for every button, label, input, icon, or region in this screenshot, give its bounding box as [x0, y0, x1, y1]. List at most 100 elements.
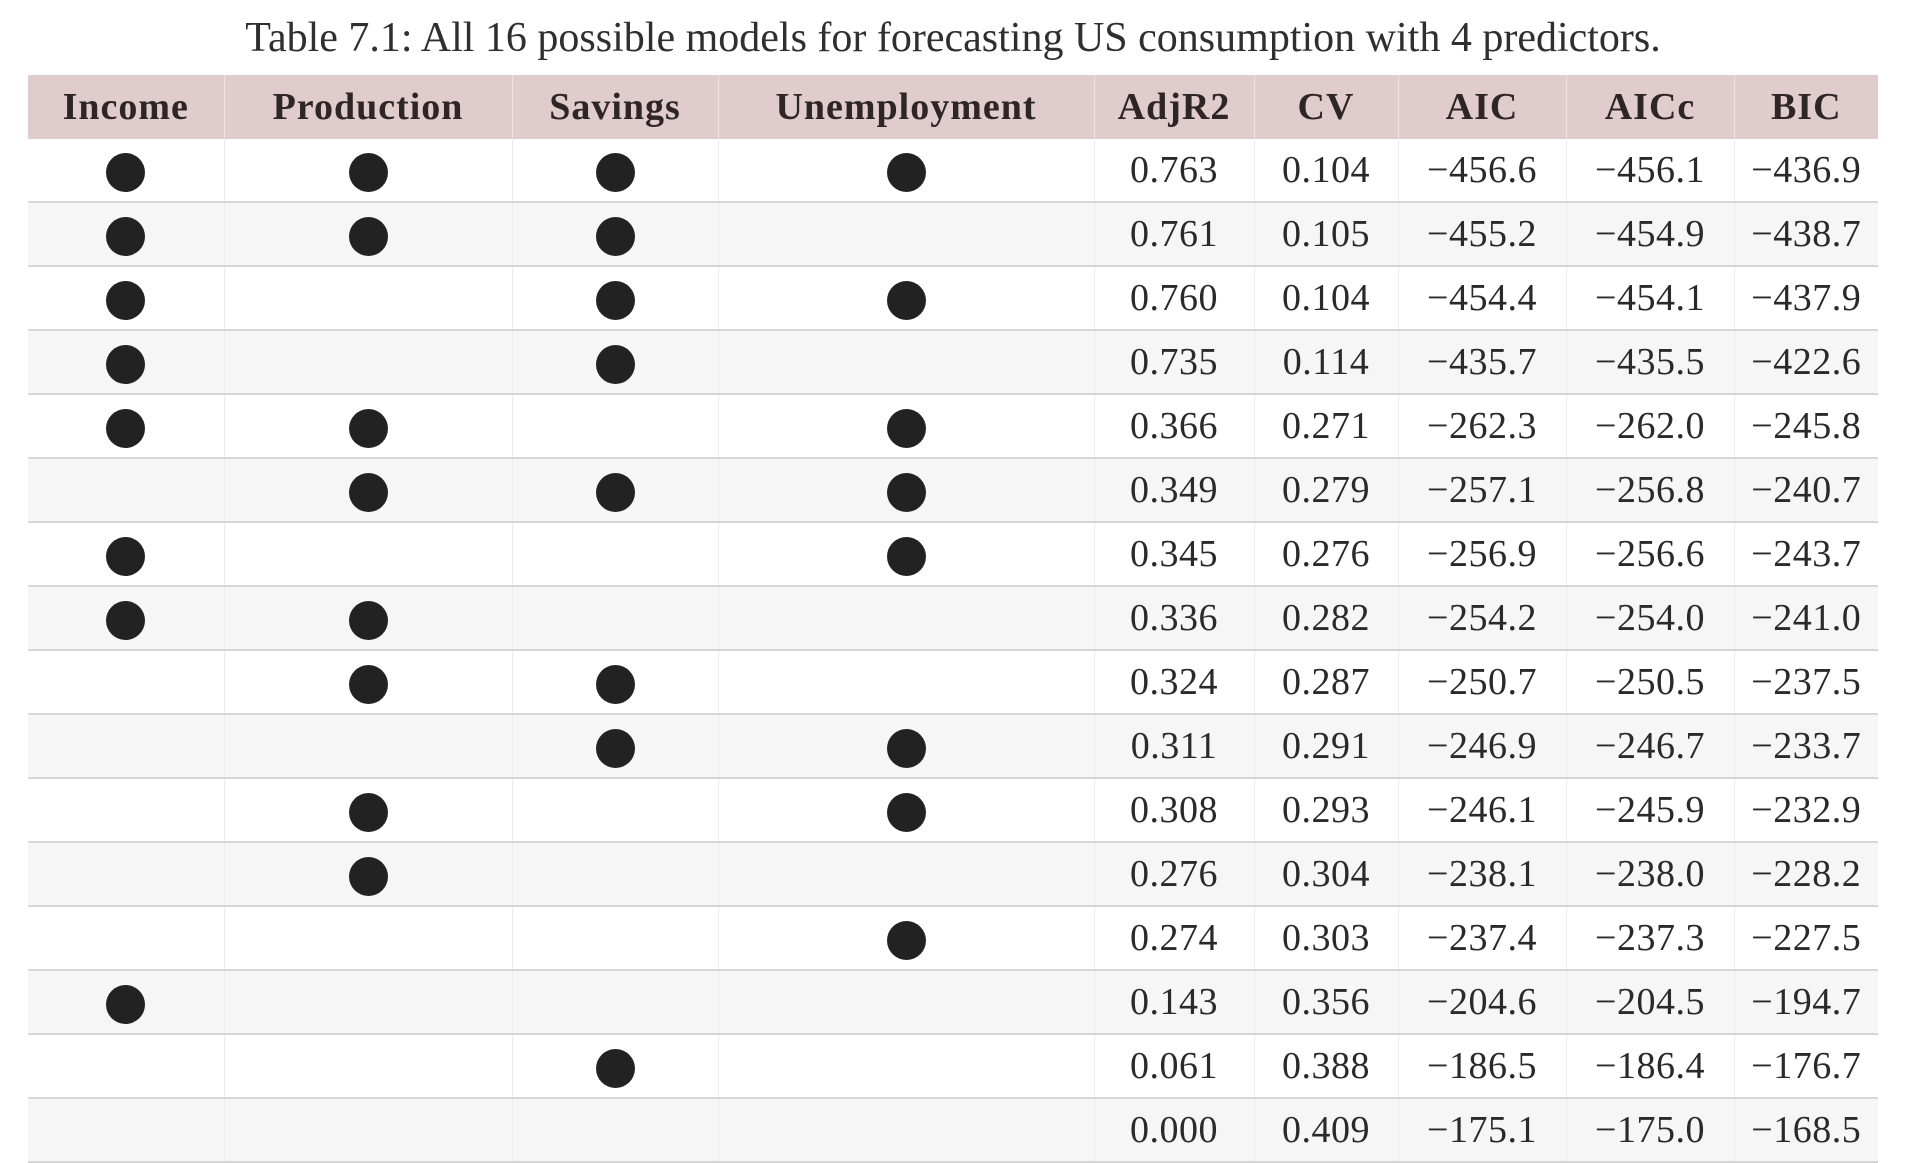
- column-header-adjr2: AdjR2: [1093, 75, 1254, 139]
- cell-cv: 0.271: [1253, 394, 1398, 459]
- table-header-row: Income Production Savings Unemployment A…: [28, 75, 1878, 139]
- cell-cv: 0.356: [1253, 970, 1398, 1035]
- cell-savings: [511, 650, 718, 715]
- filled-circle-icon: [886, 537, 926, 577]
- cell-production: [223, 394, 512, 459]
- column-header-production: Production: [223, 75, 512, 139]
- cell-adjr2: 0.345: [1093, 522, 1254, 587]
- cell-production: [223, 1098, 512, 1163]
- cell-bic: −436.9: [1733, 139, 1878, 203]
- cell-aic: −454.4: [1397, 266, 1566, 331]
- table-row: 0.349 0.279 −257.1 −256.8 −240.7: [28, 458, 1878, 523]
- table-caption: Table 7.1: All 16 possible models for fo…: [245, 15, 1661, 61]
- cell-aicc: −256.8: [1565, 458, 1734, 523]
- cell-production: [223, 714, 512, 779]
- cell-adjr2: 0.061: [1093, 1034, 1254, 1099]
- filled-circle-icon: [886, 729, 926, 769]
- cell-savings: [511, 778, 718, 843]
- filled-circle-icon: [595, 345, 635, 385]
- cell-income: [28, 970, 224, 1035]
- cell-cv: 0.388: [1253, 1034, 1398, 1099]
- cell-cv: 0.409: [1253, 1098, 1398, 1163]
- filled-circle-icon: [886, 473, 926, 513]
- cell-adjr2: 0.760: [1093, 266, 1254, 331]
- cell-bic: −438.7: [1733, 202, 1878, 267]
- table-row: 0.760 0.104 −454.4 −454.1 −437.9: [28, 266, 1878, 331]
- cell-income: [28, 458, 224, 523]
- filled-circle-icon: [348, 601, 388, 641]
- filled-circle-icon: [595, 473, 635, 513]
- cell-aic: −204.6: [1397, 970, 1566, 1035]
- table-row: 0.061 0.388 −186.5 −186.4 −176.7: [28, 1034, 1878, 1099]
- table-row: 0.366 0.271 −262.3 −262.0 −245.8: [28, 394, 1878, 459]
- filled-circle-icon: [348, 153, 388, 193]
- cell-aic: −250.7: [1397, 650, 1566, 715]
- cell-aicc: −256.6: [1565, 522, 1734, 587]
- table-row: 0.000 0.409 −175.1 −175.0 −168.5: [28, 1098, 1878, 1163]
- cell-aicc: −454.9: [1565, 202, 1734, 267]
- cell-unemployment: [717, 139, 1094, 203]
- cell-savings: [511, 522, 718, 587]
- cell-aicc: −454.1: [1565, 266, 1734, 331]
- cell-production: [223, 778, 512, 843]
- cell-aic: −238.1: [1397, 842, 1566, 907]
- cell-bic: −245.8: [1733, 394, 1878, 459]
- filled-circle-icon: [348, 473, 388, 513]
- cell-savings: [511, 714, 718, 779]
- table-row: 0.276 0.304 −238.1 −238.0 −228.2: [28, 842, 1878, 907]
- cell-aicc: −175.0: [1565, 1098, 1734, 1163]
- cell-bic: −227.5: [1733, 906, 1878, 971]
- cell-adjr2: 0.735: [1093, 330, 1254, 395]
- cell-production: [223, 139, 512, 203]
- filled-circle-icon: [886, 153, 926, 193]
- cell-production: [223, 458, 512, 523]
- cell-production: [223, 330, 512, 395]
- cell-cv: 0.276: [1253, 522, 1398, 587]
- cell-bic: −241.0: [1733, 586, 1878, 651]
- column-header-aic: AIC: [1397, 75, 1566, 139]
- cell-aicc: −246.7: [1565, 714, 1734, 779]
- cell-aic: −435.7: [1397, 330, 1566, 395]
- cell-aic: −456.6: [1397, 139, 1566, 203]
- cell-aicc: −262.0: [1565, 394, 1734, 459]
- cell-adjr2: 0.276: [1093, 842, 1254, 907]
- cell-adjr2: 0.349: [1093, 458, 1254, 523]
- cell-income: [28, 394, 224, 459]
- cell-income: [28, 714, 224, 779]
- table-row: 0.274 0.303 −237.4 −237.3 −227.5: [28, 906, 1878, 971]
- table-body: 0.763 0.104 −456.6 −456.1 −436.9 0.761 0.105 −4…: [28, 139, 1878, 1163]
- filled-circle-icon: [106, 153, 146, 193]
- cell-aicc: −204.5: [1565, 970, 1734, 1035]
- filled-circle-icon: [106, 409, 146, 449]
- cell-adjr2: 0.308: [1093, 778, 1254, 843]
- cell-aic: −262.3: [1397, 394, 1566, 459]
- cell-bic: −228.2: [1733, 842, 1878, 907]
- cell-cv: 0.114: [1253, 330, 1398, 395]
- cell-adjr2: 0.336: [1093, 586, 1254, 651]
- filled-circle-icon: [106, 281, 146, 321]
- table-row: 0.761 0.105 −455.2 −454.9 −438.7: [28, 202, 1878, 267]
- filled-circle-icon: [106, 345, 146, 385]
- table-row: 0.324 0.287 −250.7 −250.5 −237.5: [28, 650, 1878, 715]
- column-header-bic: BIC: [1733, 75, 1878, 139]
- filled-circle-icon: [348, 793, 388, 833]
- filled-circle-icon: [348, 409, 388, 449]
- cell-income: [28, 842, 224, 907]
- column-header-cv: CV: [1253, 75, 1398, 139]
- cell-savings: [511, 906, 718, 971]
- cell-income: [28, 330, 224, 395]
- cell-savings: [511, 1034, 718, 1099]
- cell-aic: −256.9: [1397, 522, 1566, 587]
- cell-income: [28, 586, 224, 651]
- filled-circle-icon: [595, 1049, 635, 1089]
- cell-savings: [511, 202, 718, 267]
- table-row: 0.345 0.276 −256.9 −256.6 −243.7: [28, 522, 1878, 587]
- cell-savings: [511, 330, 718, 395]
- cell-adjr2: 0.274: [1093, 906, 1254, 971]
- cell-production: [223, 970, 512, 1035]
- cell-savings: [511, 458, 718, 523]
- cell-income: [28, 266, 224, 331]
- cell-cv: 0.303: [1253, 906, 1398, 971]
- filled-circle-icon: [106, 601, 146, 641]
- column-header-income: Income: [28, 75, 224, 139]
